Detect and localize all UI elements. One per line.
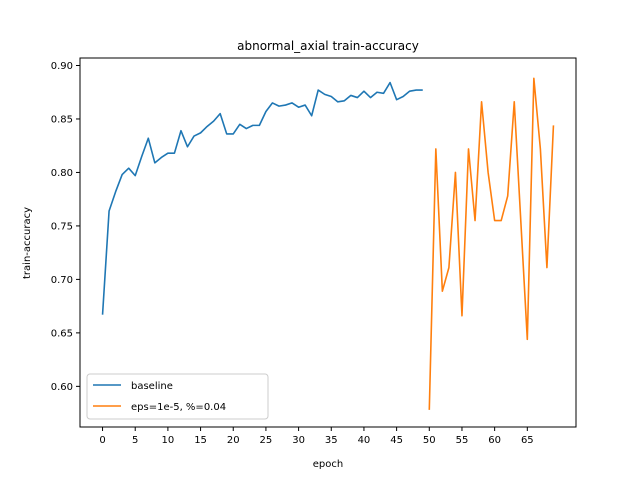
legend: baseline eps=1e-5, %=0.04 bbox=[86, 373, 269, 420]
y-tick-label: 0.90 bbox=[51, 61, 73, 72]
x-tick-label: 40 bbox=[358, 435, 371, 446]
x-tick-label: 25 bbox=[260, 435, 273, 446]
legend-label-baseline: baseline bbox=[131, 381, 173, 392]
series-line-0 bbox=[101, 81, 423, 315]
y-tick-label: 0.85 bbox=[51, 114, 73, 125]
legend-box bbox=[86, 373, 269, 420]
x-tick-label: 60 bbox=[488, 435, 501, 446]
y-tick-label: 0.70 bbox=[51, 275, 73, 286]
y-axis-ticks: 0.60 0.65 0.70 0.75 0.80 0.85 0.90 bbox=[51, 61, 80, 393]
x-tick-label: 0 bbox=[99, 435, 105, 446]
legend-label-eps: eps=1e-5, %=0.04 bbox=[131, 402, 226, 413]
y-tick-label: 0.75 bbox=[51, 221, 73, 232]
y-tick-label: 0.65 bbox=[51, 328, 73, 339]
y-tick-label: 0.80 bbox=[51, 168, 73, 179]
x-tick-label: 55 bbox=[456, 435, 469, 446]
series-line-1 bbox=[428, 77, 555, 410]
y-axis-label: train-accuracy bbox=[22, 207, 33, 279]
x-axis-label: epoch bbox=[313, 459, 343, 470]
x-tick-label: 20 bbox=[227, 435, 240, 446]
x-tick-label: 45 bbox=[390, 435, 403, 446]
plot-frame bbox=[79, 57, 577, 428]
x-tick-label: 50 bbox=[423, 435, 436, 446]
chart-title: abnormal_axial train-accuracy bbox=[237, 39, 419, 53]
x-axis-ticks: 0 5 10 15 20 25 30 35 40 45 50 55 60 65 bbox=[99, 427, 534, 446]
x-tick-label: 15 bbox=[194, 435, 207, 446]
x-tick-label: 35 bbox=[325, 435, 338, 446]
x-tick-label: 30 bbox=[292, 435, 305, 446]
plot-lines bbox=[101, 77, 555, 410]
x-tick-label: 5 bbox=[132, 435, 138, 446]
y-tick-label: 0.60 bbox=[51, 382, 73, 393]
x-tick-label: 65 bbox=[521, 435, 534, 446]
x-tick-label: 10 bbox=[162, 435, 175, 446]
